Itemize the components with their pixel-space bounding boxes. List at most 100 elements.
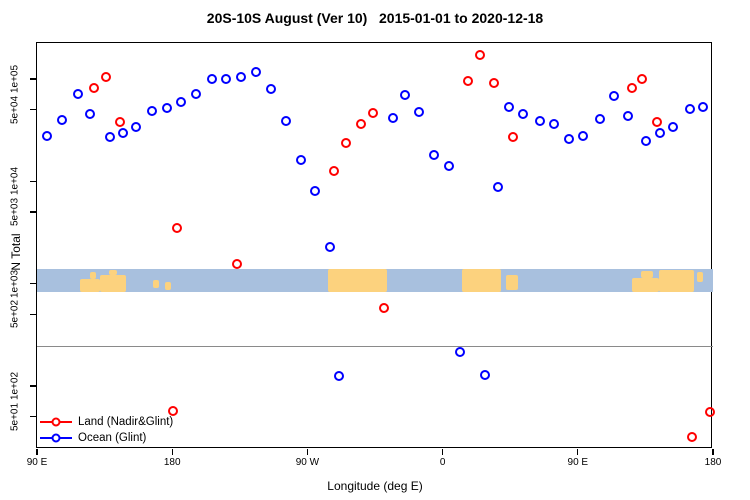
data-point: [176, 96, 187, 107]
land-patch: [164, 281, 171, 290]
land-patch: [100, 274, 126, 292]
data-point: [608, 91, 619, 102]
data-point: [697, 102, 708, 113]
y-axis-tick: [30, 180, 36, 182]
land-patch: [505, 275, 519, 290]
data-point: [379, 302, 389, 313]
data-point: [167, 405, 178, 416]
data-point: [42, 130, 53, 141]
data-point: [89, 82, 100, 93]
y-axis-tick: [30, 283, 36, 285]
land-patch: [658, 269, 695, 292]
data-point: [130, 121, 141, 132]
y-axis-tick: [30, 211, 36, 213]
data-point: [640, 135, 651, 146]
data-point: [190, 89, 201, 100]
data-point: [508, 132, 519, 143]
data-point: [341, 137, 352, 148]
data-point: [463, 75, 474, 86]
legend-item-land: Land (Nadir&Glint): [40, 414, 173, 430]
data-point: [296, 155, 307, 166]
y-axis-tick-label: 5e+01: [9, 402, 21, 431]
data-point: [414, 106, 424, 117]
data-point: [236, 71, 246, 82]
data-point: [429, 150, 440, 161]
data-point: [488, 77, 499, 88]
data-point: [594, 113, 605, 124]
x-axis-tick-label: 180: [704, 457, 722, 468]
data-point: [334, 371, 345, 382]
land-marker-icon: [40, 417, 72, 427]
land-patch: [640, 271, 653, 278]
data-point: [517, 109, 528, 120]
x-axis-title: Longitude (deg E): [327, 479, 423, 493]
legend-label-land: Land (Nadir&Glint): [78, 416, 174, 428]
data-point: [637, 74, 648, 84]
y-axis-tick-label: 5e+04: [9, 95, 21, 124]
data-point: [161, 103, 172, 114]
land-patch: [328, 269, 387, 292]
data-point: [310, 186, 321, 197]
data-point: [281, 115, 292, 126]
y-axis-tick: [30, 385, 36, 387]
data-point: [325, 241, 336, 252]
reference-line: [37, 345, 713, 348]
land-patch: [109, 270, 117, 275]
data-point: [388, 112, 399, 123]
data-point: [266, 83, 277, 94]
land-patch: [153, 280, 159, 289]
data-point: [207, 74, 217, 84]
data-point: [220, 74, 231, 84]
data-point: [534, 115, 545, 126]
y-axis-tick-label: 1e+02: [9, 371, 21, 401]
plot-area: Land (Nadir&Glint) Ocean (Glint) 1e+05 5e…: [10, 42, 721, 468]
y-axis-tick-label: 1e+03: [9, 269, 21, 298]
data-point: [73, 89, 83, 100]
data-point: [622, 110, 633, 121]
data-point: [146, 105, 157, 116]
y-axis-tick: [30, 313, 36, 316]
data-point: [667, 121, 678, 132]
data-point: [56, 114, 67, 125]
y-axis-tick: [30, 78, 36, 80]
data-point: [231, 258, 242, 269]
land-patch: [89, 271, 97, 280]
x-axis-tick: [171, 449, 173, 455]
y-axis-tick-label: 1e+05: [9, 64, 21, 94]
land-patch: [631, 277, 659, 292]
x-axis-tick-label: 90 W: [295, 457, 320, 468]
data-point: [704, 406, 715, 417]
data-point: [356, 119, 367, 130]
data-point: [443, 161, 454, 172]
data-point: [654, 127, 665, 138]
x-axis-tick-label: 90 E: [567, 457, 589, 468]
x-axis-tick: [441, 449, 444, 455]
data-point: [493, 182, 504, 192]
x-axis-tick: [577, 449, 579, 455]
data-point: [368, 107, 379, 118]
y-axis-tick: [30, 416, 36, 418]
data-point: [455, 346, 466, 357]
ocean-marker-icon: [40, 433, 72, 443]
data-point: [105, 132, 115, 143]
x-axis-tick: [36, 449, 38, 455]
land-patch: [79, 279, 101, 292]
data-point: [117, 127, 128, 138]
x-axis-tick-label: 0: [439, 457, 446, 468]
data-point: [652, 117, 663, 127]
land-patch: [462, 269, 502, 292]
x-axis-tick-label: 90 E: [26, 457, 48, 468]
x-axis-tick-label: 180: [163, 457, 181, 468]
legend-item-ocean: Ocean (Glint): [40, 430, 173, 446]
data-point: [329, 166, 340, 177]
data-point: [686, 431, 697, 442]
legend-label-ocean: Ocean (Glint): [78, 432, 147, 444]
data-point: [548, 119, 559, 130]
data-point: [475, 50, 486, 61]
data-point: [171, 222, 182, 233]
data-point: [479, 370, 490, 381]
data-point: [251, 67, 262, 78]
data-point: [101, 71, 112, 82]
land-patch: [697, 272, 704, 282]
